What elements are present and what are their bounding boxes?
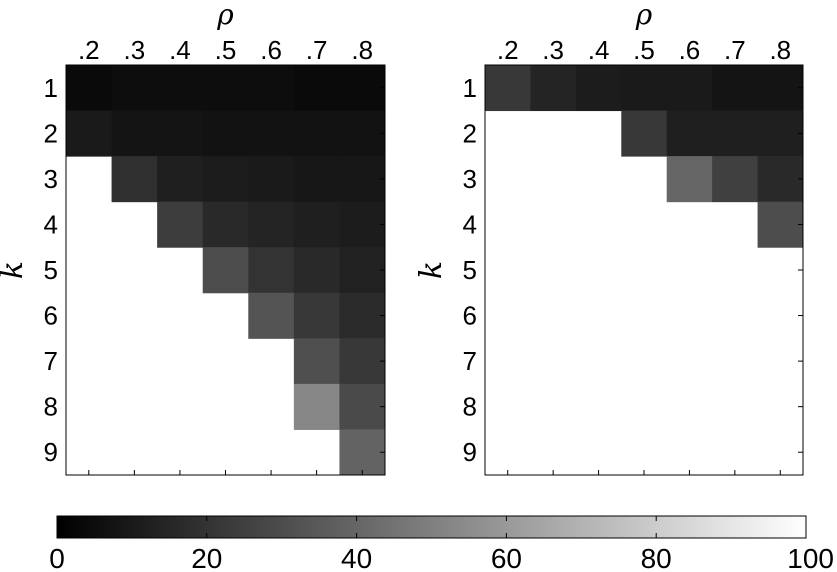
heatmap-cell: [575, 65, 622, 112]
heatmap-cell: [666, 110, 713, 157]
heatmap-cell: [339, 429, 386, 476]
y-axis-label: k: [0, 261, 30, 279]
x-tick-label: .2: [78, 35, 100, 65]
y-tick-label: 5: [463, 255, 477, 285]
heatmap-cell: [111, 110, 158, 157]
heatmap-cell: [293, 156, 340, 203]
y-tick-label: 1: [44, 73, 58, 103]
y-tick-label: 9: [44, 437, 58, 467]
x-tick-label: .4: [169, 35, 191, 65]
heatmap-cell: [248, 65, 295, 112]
heatmap-cell: [202, 110, 249, 157]
heatmap-cell: [339, 156, 386, 203]
colorbar-tick-label: 80: [641, 543, 672, 572]
heatmap-cell: [157, 201, 204, 248]
y-tick-label: 7: [463, 346, 477, 376]
heatmap-cell: [530, 65, 577, 112]
x-tick-label: .8: [351, 35, 373, 65]
heatmap-cell: [293, 65, 340, 112]
y-tick-label: 3: [44, 164, 58, 194]
heatmap-cell: [248, 110, 295, 157]
heatmap-cell: [157, 110, 204, 157]
colorbar: 0 20 40 60 80 100: [49, 515, 834, 572]
heatmap-cell: [757, 201, 804, 248]
y-axis-label: k: [414, 261, 449, 279]
heatmap-cell: [293, 292, 340, 339]
heatmap-cell: [757, 110, 804, 157]
x-tick-label: .2: [497, 35, 519, 65]
heatmap-cell: [202, 201, 249, 248]
heatmap-cell: [248, 201, 295, 248]
y-tick-label: 4: [463, 209, 477, 239]
x-tick-label: .3: [542, 35, 564, 65]
heatmap-cell: [157, 65, 204, 112]
colorbar-tick-label: 40: [341, 543, 372, 572]
y-tick-label: 8: [463, 392, 477, 422]
colorbar-tick-label: 20: [191, 543, 222, 572]
y-tick-label: 6: [463, 301, 477, 331]
y-tick-label: 9: [463, 437, 477, 467]
heatmap-cell: [293, 110, 340, 157]
colorbar-tick-label: 0: [49, 543, 65, 572]
y-tick-label: 2: [463, 118, 477, 148]
heatmap-cell: [202, 65, 249, 112]
heatmap-cell: [293, 338, 340, 385]
heatmap-cell: [757, 156, 804, 203]
heatmap-cell: [66, 65, 113, 112]
heatmap-cell: [339, 110, 386, 157]
y-tick-label: 5: [44, 255, 58, 285]
heatmap-panel-2: .2 .3 .4 .5 .6 .7 .8 1 2 3 4 5 6 7 8 9 ρ k: [414, 0, 804, 476]
heatmap-cell: [712, 65, 759, 112]
x-tick-label: .5: [215, 35, 237, 65]
y-tick-label: 7: [44, 346, 58, 376]
heatmap-cell: [339, 383, 386, 430]
y-tick-label: 6: [44, 301, 58, 331]
y-tick-label: 2: [44, 118, 58, 148]
heatmap-cell: [757, 65, 804, 112]
heatmap-cell: [202, 156, 249, 203]
heatmap-cell: [293, 201, 340, 248]
x-tick-label: .3: [124, 35, 146, 65]
heatmap-cell: [712, 110, 759, 157]
x-axis-label: ρ: [635, 0, 653, 31]
x-axis-label: ρ: [216, 0, 234, 31]
heatmap-cell: [621, 110, 668, 157]
heatmap-cell: [339, 292, 386, 339]
heatmap-cell: [248, 292, 295, 339]
heatmap-cell: [666, 65, 713, 112]
heatmap-cell: [339, 65, 386, 112]
heatmap-cell: [293, 247, 340, 294]
heatmap-cell: [66, 110, 113, 157]
heatmap-cell: [485, 65, 531, 112]
heatmap-cell: [111, 156, 158, 203]
x-tick-label: .7: [306, 35, 328, 65]
heatmap-cell: [712, 156, 759, 203]
heatmap-cell: [248, 247, 295, 294]
heatmap-cell: [666, 156, 713, 203]
x-tick-label: .6: [260, 35, 282, 65]
x-tick-label: .8: [769, 35, 791, 65]
y-tick-label: 8: [44, 392, 58, 422]
x-tick-label: .5: [633, 35, 655, 65]
y-tick-label: 4: [44, 209, 58, 239]
y-tick-label: 3: [463, 164, 477, 194]
heatmap-cell: [202, 247, 249, 294]
heatmap-cell: [339, 338, 386, 385]
heatmap-panel-1: .2 .3 .4 .5 .6 .7 .8 1 2 3 4 5 6 7 8 9 ρ k: [0, 0, 386, 476]
x-tick-label: .6: [679, 35, 701, 65]
heatmap-cell: [339, 201, 386, 248]
colorbar-gradient: [56, 515, 807, 539]
heatmap-cell: [157, 156, 204, 203]
y-tick-label: 1: [463, 73, 477, 103]
heatmap-cell: [248, 156, 295, 203]
heatmap-cell: [111, 65, 158, 112]
heatmap-cell: [293, 383, 340, 430]
x-tick-label: .7: [724, 35, 746, 65]
heatmap-cell: [621, 65, 668, 112]
colorbar-tick-label: 60: [491, 543, 522, 572]
x-tick-label: .4: [588, 35, 610, 65]
heatmap-cell: [339, 247, 386, 294]
colorbar-tick-label: 100: [787, 543, 834, 572]
